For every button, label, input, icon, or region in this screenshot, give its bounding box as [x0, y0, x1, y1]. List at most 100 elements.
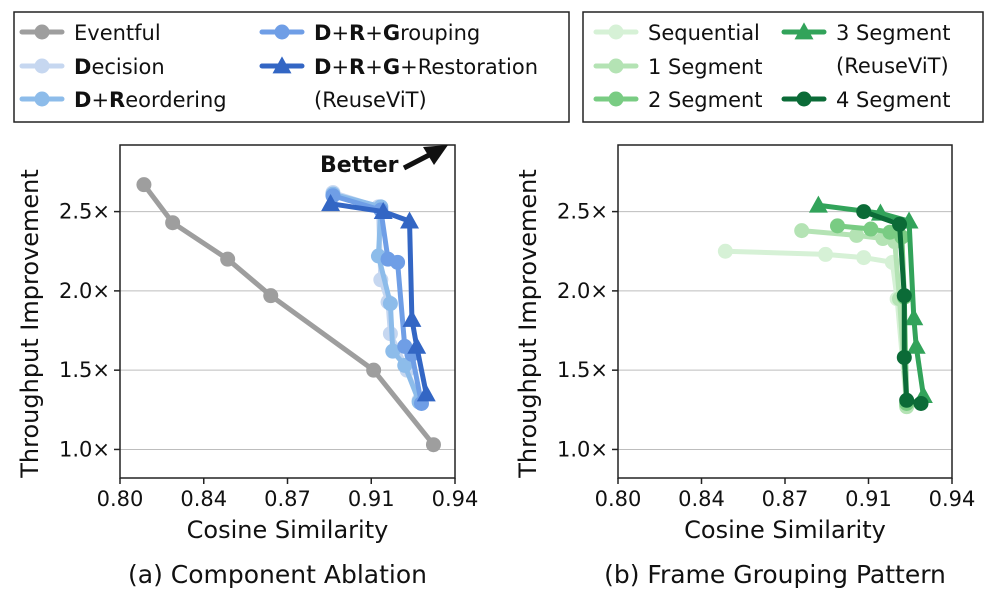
data-point	[717, 243, 733, 259]
y-tick-label: 2.0×	[59, 279, 110, 303]
data-point	[321, 194, 341, 212]
legend-swatch-marker	[272, 56, 292, 74]
data-point	[136, 177, 152, 193]
legend-label: 3 Segment	[836, 21, 951, 45]
legend-label-part: D	[74, 88, 91, 112]
data-point	[863, 221, 879, 237]
legend-label-part: Restoration	[418, 55, 538, 79]
legend-item: 1 Segment	[593, 55, 763, 79]
data-point	[896, 349, 912, 365]
legend-label-part: +	[331, 21, 349, 45]
legend-label-part: D	[314, 55, 331, 79]
data-point	[818, 246, 834, 262]
data-point	[373, 201, 393, 219]
legend-swatch-marker	[608, 91, 624, 107]
x-tick-label: 0.91	[348, 487, 395, 511]
x-tick-label: 0.84	[180, 487, 227, 511]
x-tick-label: 0.91	[845, 487, 892, 511]
legend-label: D+R+Grouping	[314, 21, 480, 45]
legend-label-line2: (ReuseViT)	[836, 54, 949, 78]
legend-swatch-marker	[34, 58, 50, 74]
data-point	[904, 308, 924, 326]
series-4-segment	[856, 204, 929, 411]
legend-swatch-marker	[608, 58, 624, 74]
data-point	[794, 223, 810, 239]
plot-frame	[119, 144, 456, 479]
legend-label: D+Reordering	[74, 88, 227, 112]
y-tick-label: 1.5×	[59, 358, 110, 382]
y-tick-label: 1.5×	[557, 358, 608, 382]
legend-label: 2 Segment	[648, 88, 763, 112]
better-arrow-head	[423, 145, 448, 165]
legend-label: 1 Segment	[648, 55, 763, 79]
data-point	[906, 336, 926, 354]
data-point	[892, 216, 908, 232]
x-tick-label: 0.80	[97, 487, 144, 511]
legend-item: 4 Segment	[781, 88, 951, 112]
data-point	[849, 227, 865, 243]
panel-caption: (b) Frame Grouping Pattern	[604, 560, 946, 589]
y-axis-label: Throughput Improvement	[16, 169, 44, 478]
legend-label-part: G	[383, 55, 400, 79]
series-line	[328, 201, 429, 397]
data-point	[402, 309, 422, 327]
legend-label-part: eordering	[125, 88, 226, 112]
series-sequential	[717, 243, 915, 415]
legend-label-part: Sequential	[648, 21, 760, 45]
data-point	[416, 384, 436, 402]
legend-label-part: 1 Segment	[648, 55, 763, 79]
legend-label-part: +	[91, 88, 109, 112]
y-tick-label: 2.5×	[557, 200, 608, 224]
chart-panel-a: 1.0× 1.5× 2.0× 2.5× 0.80 0.84 0.87 0.91 0.94 Cosi…	[13, 11, 570, 589]
y-tick-label: 1.0×	[59, 437, 110, 461]
legend-label-part: +	[365, 21, 383, 45]
data-point	[366, 362, 382, 378]
y-axis-label: Throughput Improvement	[514, 169, 542, 478]
x-tick-label: 0.84	[678, 487, 725, 511]
legend-swatch-marker	[608, 24, 624, 40]
legend-item: D+R+Grouping	[259, 21, 480, 45]
chart-panel-b: 1.0× 1.5× 2.0× 2.5× 0.80 0.84 0.87 0.91 0.94 Cosi…	[514, 11, 984, 589]
better-annotation: Better	[320, 153, 399, 178]
legend-label: Decision	[74, 55, 165, 79]
legend-item: Decision	[19, 55, 165, 79]
legend-item: 3 Segment (ReuseViT)	[781, 21, 951, 78]
legend-label-part: 2 Segment	[648, 88, 763, 112]
legend-label-part: +	[400, 55, 418, 79]
legend-item: Sequential	[593, 21, 760, 45]
legend-label-part: R	[349, 21, 365, 45]
legend-swatch-marker	[794, 22, 814, 40]
data-point	[856, 250, 872, 266]
data-point	[913, 395, 929, 411]
legend: Sequential 1 Segment 2 Segment 3 Segment (Re…	[582, 11, 984, 123]
y-tick-label: 1.0×	[557, 437, 608, 461]
x-axis-label: Cosine Similarity	[684, 516, 886, 544]
legend-label: Eventful	[74, 21, 161, 45]
legend-label-part: rouping	[400, 21, 480, 45]
legend-label-part: ecision	[91, 55, 164, 79]
legend-label-part: 4 Segment	[836, 88, 951, 112]
legend-label-part: G	[383, 21, 400, 45]
legend-swatch-marker	[274, 24, 290, 40]
x-axis-label: Cosine Similarity	[187, 516, 389, 544]
legend-label-part: Eventful	[74, 21, 161, 45]
legend-item: D+Reordering	[19, 88, 227, 112]
data-point	[382, 296, 398, 312]
data-point	[407, 336, 427, 354]
legend-swatch-marker	[34, 91, 50, 107]
data-point	[397, 357, 413, 373]
legend-label-part: +	[365, 55, 383, 79]
data-point	[165, 215, 181, 231]
x-tick-label: 0.94	[929, 487, 976, 511]
legend-swatch-marker	[796, 91, 812, 107]
series-d-r-g-restoration-reusevit-	[321, 194, 436, 402]
y-tick-label: 2.5×	[59, 200, 110, 224]
series-line	[722, 248, 910, 410]
data-point	[808, 195, 828, 213]
legend-label-line2: (ReuseViT)	[314, 88, 427, 112]
legend-label: Sequential	[648, 21, 760, 45]
legend: EventfulDecisionD+ReorderingD+R+Grouping…	[13, 11, 570, 123]
x-tick-label: 0.80	[595, 487, 642, 511]
series-eventful	[136, 177, 441, 453]
